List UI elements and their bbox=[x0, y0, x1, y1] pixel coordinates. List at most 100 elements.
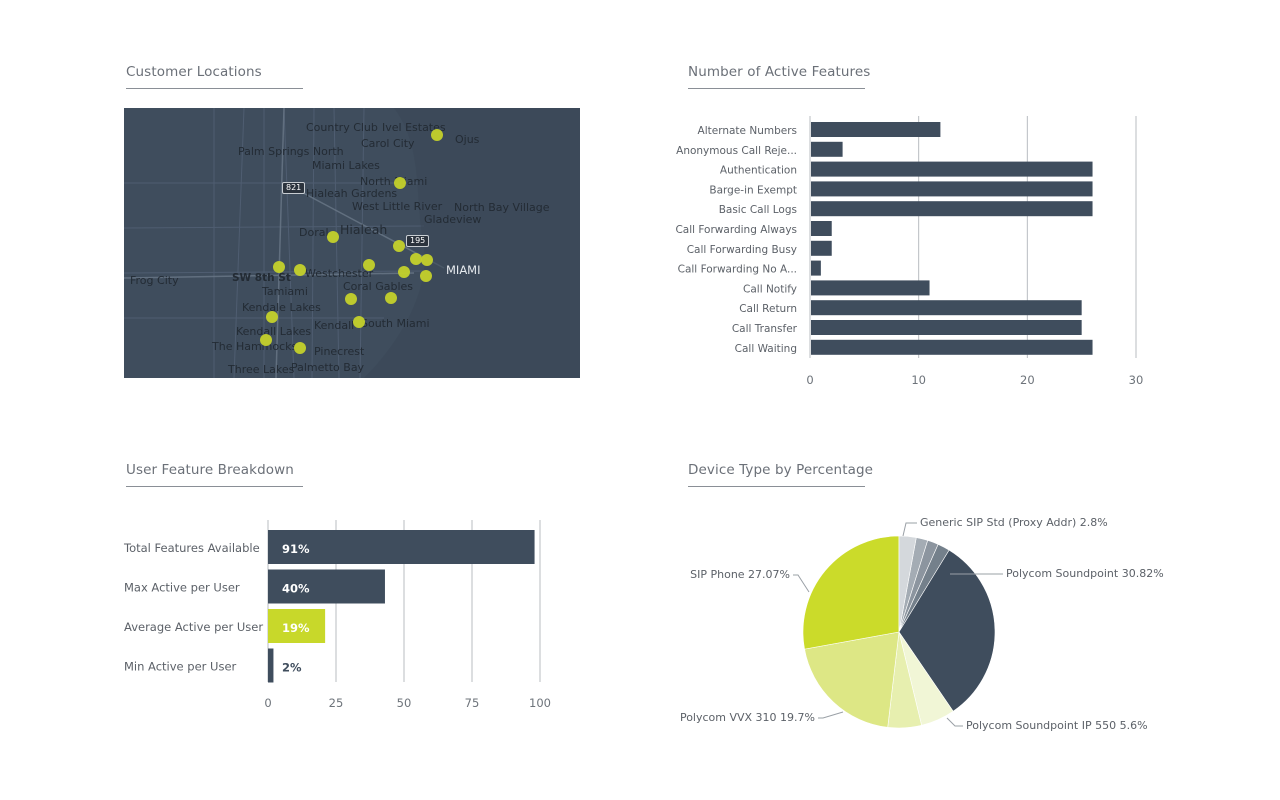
bar[interactable] bbox=[811, 280, 930, 296]
location-pin[interactable] bbox=[260, 334, 272, 346]
location-pin[interactable] bbox=[294, 264, 306, 276]
category-label: Basic Call Logs bbox=[719, 204, 797, 216]
map-label: MIAMI bbox=[446, 263, 481, 277]
map-label: Palm Springs North bbox=[238, 145, 344, 158]
map-label: Frog City bbox=[130, 274, 179, 287]
map-label: North Miami bbox=[360, 175, 428, 188]
map-label: Hialeah bbox=[340, 222, 388, 237]
location-pin[interactable] bbox=[431, 129, 443, 141]
map-label: Westchester bbox=[305, 267, 374, 280]
x-tick-label: 20 bbox=[1020, 373, 1035, 387]
slice-label: Polycom Soundpoint IP 550 5.6% bbox=[966, 719, 1148, 732]
bar[interactable] bbox=[268, 530, 535, 564]
bar[interactable] bbox=[811, 260, 821, 276]
bar[interactable] bbox=[811, 240, 832, 256]
bar[interactable] bbox=[268, 609, 326, 643]
map-label: Coral Gables bbox=[343, 280, 414, 293]
category-label: Call Transfer bbox=[732, 323, 798, 335]
location-pin[interactable] bbox=[353, 316, 365, 328]
label-leader-line bbox=[946, 717, 963, 727]
map-label: West Little River bbox=[352, 200, 443, 213]
customer-locations-title: Customer Locations bbox=[126, 64, 303, 89]
label-leader-line bbox=[793, 574, 810, 593]
category-label: Call Return bbox=[739, 303, 797, 315]
category-label: Alternate Numbers bbox=[698, 125, 797, 137]
location-pin[interactable] bbox=[363, 259, 375, 271]
highway-shield-821: 821 bbox=[282, 182, 306, 194]
pie-slice[interactable] bbox=[898, 549, 996, 712]
device-type-pie-chart: Polycom Soundpoint 30.82% Polycom Soundpo… bbox=[680, 516, 1164, 732]
bar[interactable] bbox=[811, 181, 1093, 197]
map-label: Hialeah Gardens bbox=[306, 187, 398, 200]
pie-slice[interactable] bbox=[804, 631, 900, 728]
bar[interactable] bbox=[811, 300, 1082, 316]
x-tick-label: 0 bbox=[806, 373, 813, 387]
map-label: North Bay Village bbox=[454, 201, 550, 214]
data-label: 2% bbox=[282, 661, 302, 675]
location-pin[interactable] bbox=[421, 254, 433, 266]
x-tick-label: 100 bbox=[529, 696, 551, 710]
bar[interactable] bbox=[811, 201, 1093, 217]
pie-slice[interactable] bbox=[802, 535, 900, 650]
bar[interactable] bbox=[811, 221, 832, 236]
map-roads bbox=[124, 108, 580, 378]
location-pin[interactable] bbox=[398, 266, 410, 278]
map-label: Miami Lakes bbox=[312, 159, 380, 172]
active-features-title: Number of Active Features bbox=[688, 64, 870, 89]
slice-label: Generic SIP Std (Proxy Addr) 2.8% bbox=[920, 516, 1108, 529]
slice-label: SIP Phone 27.07% bbox=[690, 568, 790, 581]
x-tick-label: 30 bbox=[1129, 373, 1144, 387]
user-feature-breakdown-title: User Feature Breakdown bbox=[126, 462, 303, 487]
map-label: Carol City bbox=[361, 137, 415, 150]
data-label: 40% bbox=[282, 582, 310, 596]
category-label: Call Forwarding Busy bbox=[687, 244, 797, 256]
location-pin[interactable] bbox=[420, 270, 432, 282]
bar[interactable] bbox=[811, 320, 1082, 335]
x-tick-label: 75 bbox=[465, 696, 480, 710]
x-tick-label: 50 bbox=[397, 696, 412, 710]
bar[interactable] bbox=[268, 648, 274, 683]
location-pin[interactable] bbox=[410, 253, 422, 265]
location-pin[interactable] bbox=[294, 342, 306, 354]
slice-label: Polycom Soundpoint 30.82% bbox=[1006, 567, 1164, 580]
map-label: Palmetto Bay bbox=[291, 361, 365, 374]
map-label: Kendale Lakes bbox=[242, 301, 321, 314]
category-label: Min Active per User bbox=[124, 660, 237, 674]
category-label: Authentication bbox=[720, 165, 797, 177]
category-label: Call Waiting bbox=[735, 343, 797, 355]
pie-slice[interactable] bbox=[898, 535, 917, 633]
bar[interactable] bbox=[811, 122, 941, 137]
bar[interactable] bbox=[811, 161, 1093, 177]
category-label: Total Features Available bbox=[123, 541, 260, 555]
location-pin[interactable] bbox=[345, 293, 357, 305]
map-label: The Hammocks bbox=[212, 340, 298, 353]
location-pin[interactable] bbox=[266, 311, 278, 323]
category-label: Call Forwarding Always bbox=[675, 224, 797, 236]
location-pin[interactable] bbox=[327, 231, 339, 243]
map-label: Country Club bbox=[306, 121, 378, 134]
bar[interactable] bbox=[268, 569, 385, 604]
location-pin[interactable] bbox=[393, 240, 405, 252]
map-label: Pinecrest bbox=[314, 345, 365, 358]
bar[interactable] bbox=[811, 141, 843, 157]
bar[interactable] bbox=[811, 339, 1093, 355]
map-label: Kendall Lakes bbox=[236, 325, 312, 338]
location-pin[interactable] bbox=[385, 292, 397, 304]
category-label: Call Notify bbox=[743, 283, 797, 295]
map-label: Tamiami bbox=[262, 285, 308, 298]
map-label: Three Lakes bbox=[228, 363, 295, 376]
map-label: Ojus bbox=[455, 133, 480, 146]
category-label: Max Active per User bbox=[124, 581, 240, 595]
slice-label: Polycom VVX 310 19.7% bbox=[680, 711, 815, 724]
category-label: Average Active per User bbox=[124, 620, 263, 634]
map-label: Kendall bbox=[314, 319, 355, 332]
location-pin[interactable] bbox=[394, 177, 406, 189]
location-pin[interactable] bbox=[273, 261, 285, 273]
highway-shield-195: 195 bbox=[406, 235, 430, 247]
customer-locations-map[interactable]: Country Club Ivel Estates Ojus Palm Springs… bbox=[124, 108, 580, 378]
active-features-chart: 0 10 20 30 Alternate Numbers Anonymous Call R… bbox=[675, 116, 1144, 387]
x-tick-label: 0 bbox=[264, 696, 271, 710]
label-leader-line bbox=[902, 522, 917, 537]
category-label: Call Forwarding No A... bbox=[678, 264, 797, 276]
user-feature-breakdown-chart: 0 25 50 75 100 Total Features Available 91% Max… bbox=[123, 520, 551, 710]
